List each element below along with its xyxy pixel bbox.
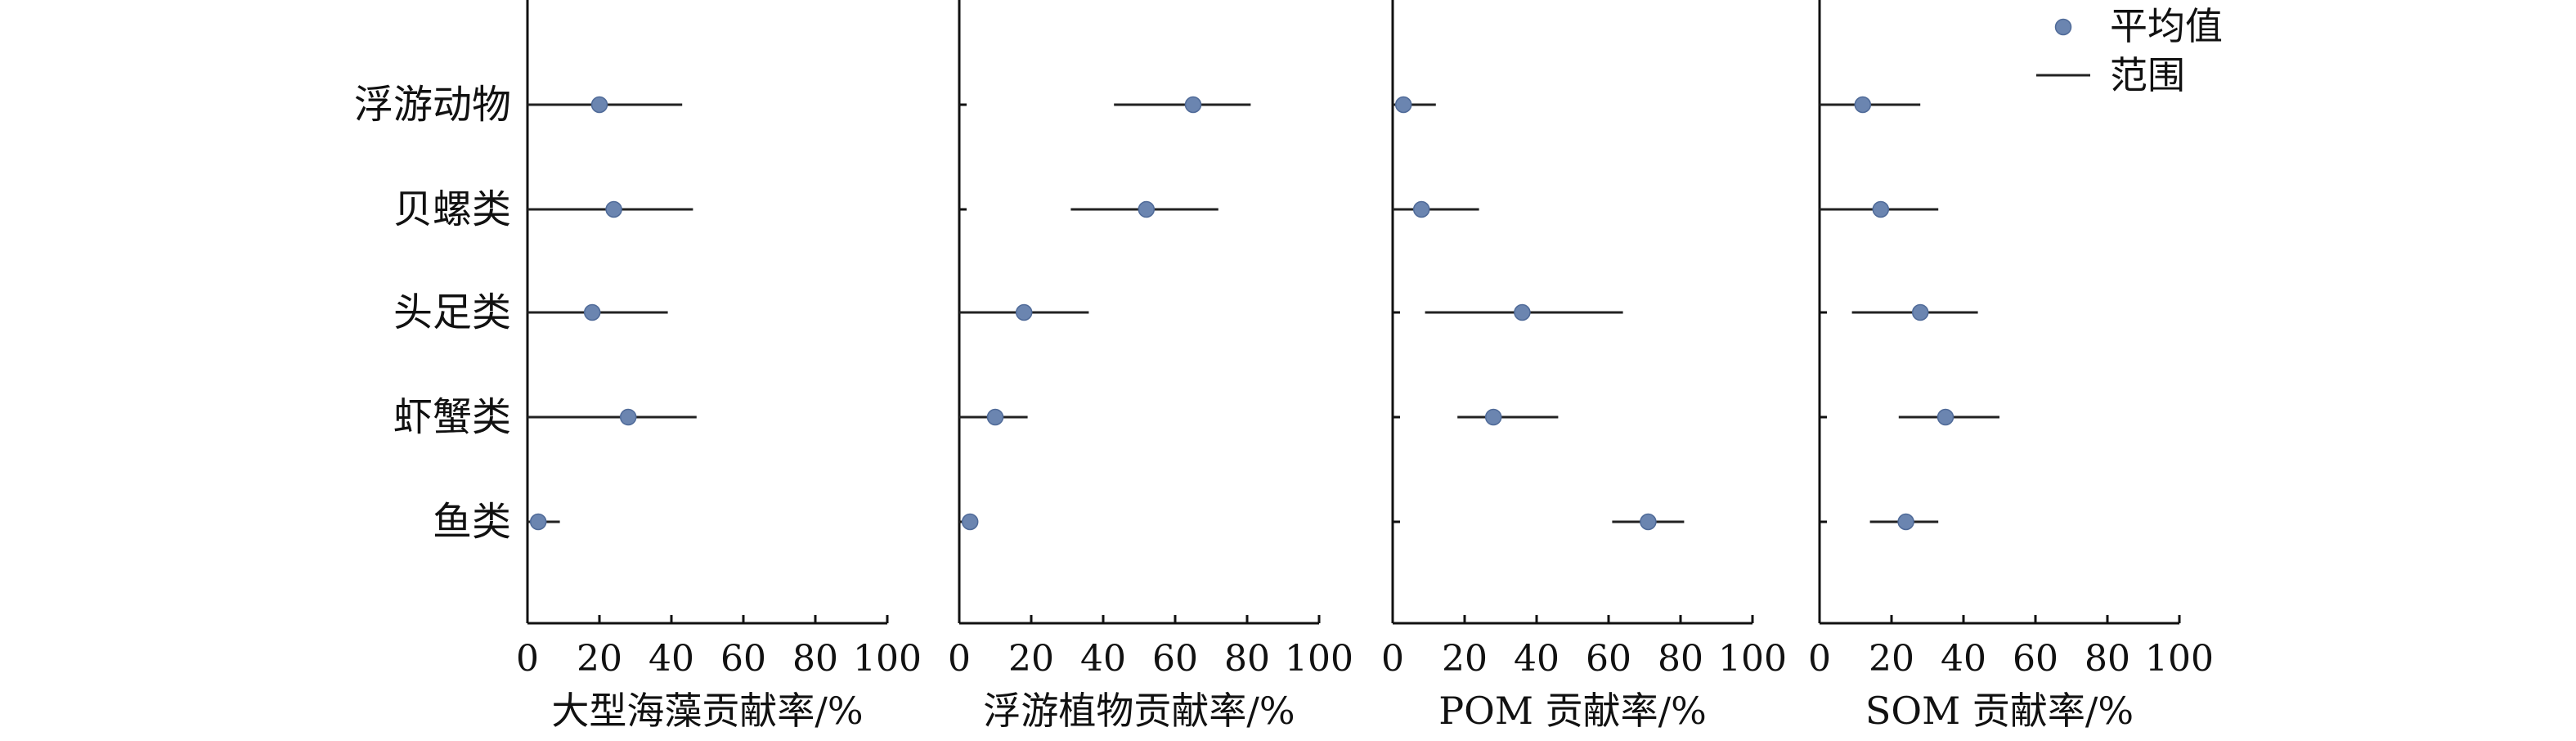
- mean-point: [1394, 96, 1412, 114]
- category-label: 浮游动物: [354, 82, 511, 128]
- mean-point: [1484, 408, 1502, 426]
- x-axis-label: 大型海藻贡献率/%: [551, 689, 863, 733]
- x-tick-label: 80: [2085, 638, 2130, 680]
- x-axis-label: POM 贡献率/%: [1438, 689, 1707, 733]
- mean-point: [1872, 200, 1890, 218]
- category-label: 头足类: [393, 290, 511, 335]
- x-tick-label: 100: [2145, 638, 2214, 680]
- mean-point: [1640, 513, 1657, 531]
- x-tick-label: 60: [1152, 638, 1198, 680]
- x-tick-label: 40: [648, 638, 694, 680]
- x-tick-label: 100: [853, 638, 922, 680]
- mean-point: [1936, 408, 1954, 426]
- legend-mean-label: 平均值: [2110, 4, 2223, 48]
- mean-point: [1897, 513, 1914, 531]
- x-axis-label: 浮游植物贡献率/%: [983, 689, 1295, 733]
- legend-mean-marker: [2054, 18, 2072, 36]
- mean-point: [1015, 303, 1033, 321]
- x-tick-label: 0: [516, 638, 539, 680]
- x-tick-label: 20: [577, 638, 622, 680]
- x-tick-label: 40: [1080, 638, 1126, 680]
- mean-point: [1911, 303, 1929, 321]
- mean-point: [961, 513, 979, 531]
- category-label: 鱼类: [433, 499, 511, 545]
- x-tick-label: 60: [720, 638, 766, 680]
- category-label: 虾蟹类: [393, 394, 511, 440]
- x-tick-label: 20: [1869, 638, 1914, 680]
- mean-point: [605, 200, 622, 218]
- x-axis-label: SOM 贡献率/%: [1865, 689, 2134, 733]
- x-tick-label: 80: [792, 638, 838, 680]
- x-tick-label: 40: [1941, 638, 1986, 680]
- category-label: 贝螺类: [393, 186, 511, 232]
- mean-point: [529, 513, 547, 531]
- x-tick-label: 100: [1285, 638, 1353, 680]
- mean-point: [1514, 303, 1531, 321]
- x-tick-label: 80: [1224, 638, 1270, 680]
- mean-point: [583, 303, 601, 321]
- mean-point: [986, 408, 1004, 426]
- x-tick-label: 100: [1718, 638, 1787, 680]
- mean-point: [1854, 96, 1872, 114]
- x-tick-label: 0: [1808, 638, 1831, 680]
- x-tick-label: 0: [948, 638, 971, 680]
- x-tick-label: 60: [2013, 638, 2058, 680]
- mean-point: [1138, 200, 1156, 218]
- x-tick-label: 20: [1442, 638, 1488, 680]
- x-tick-label: 80: [1658, 638, 1703, 680]
- mean-point: [1412, 200, 1430, 218]
- x-tick-label: 0: [1381, 638, 1404, 680]
- mean-point: [590, 96, 608, 114]
- legend-range-label: 范围: [2110, 53, 2185, 97]
- mean-point: [1184, 96, 1202, 114]
- x-tick-label: 40: [1514, 638, 1560, 680]
- x-tick-label: 60: [1586, 638, 1631, 680]
- x-tick-label: 20: [1008, 638, 1054, 680]
- mean-point: [619, 408, 637, 426]
